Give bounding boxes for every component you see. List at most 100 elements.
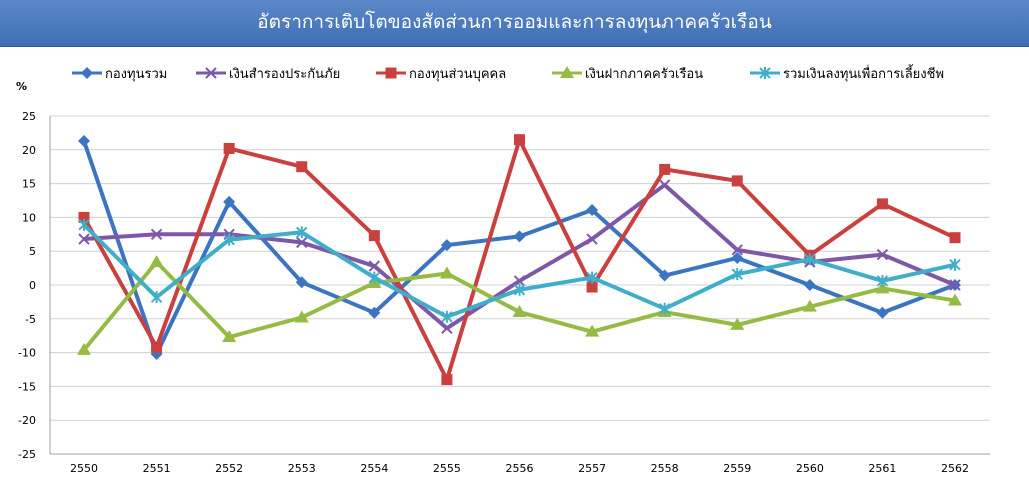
y-tick-label: -20 (18, 414, 36, 427)
legend-label: รวมเงินลงทุนเพื่อการเลี้ยงชีพ (783, 66, 945, 82)
chart-title: อัตราการเติบโตของสัดส่วนการออมและการลงทุ… (0, 0, 1029, 47)
data-point (948, 293, 962, 306)
data-point (368, 271, 381, 284)
legend-item: กองทุนส่วนบุคคล (376, 62, 506, 84)
x-tick-label: 2558 (651, 462, 679, 475)
data-point (731, 251, 744, 264)
data-point (513, 230, 526, 243)
data-point (296, 226, 308, 239)
data-point (295, 276, 308, 289)
y-tick-label: 5 (29, 245, 36, 258)
legend-swatch-marker (759, 67, 771, 79)
legend-label: เงินสำรองประกันภัย (229, 66, 341, 82)
data-point (949, 232, 961, 244)
legend-swatch (376, 67, 406, 79)
data-point (804, 253, 816, 266)
data-point (731, 268, 743, 281)
data-point (514, 134, 525, 146)
data-point (149, 255, 164, 268)
x-tick-label: 2554 (360, 462, 388, 475)
data-point (876, 198, 888, 210)
x-tick-label: 2552 (215, 462, 243, 475)
data-point (513, 283, 526, 296)
data-point (586, 271, 598, 284)
data-point (586, 281, 598, 293)
x-tick-label: 2556 (506, 462, 534, 475)
x-tick-label: 2559 (723, 462, 751, 475)
x-tick-label: 2562 (941, 462, 969, 475)
data-point (223, 233, 235, 246)
legend-swatch (196, 67, 226, 79)
x-tick-label: 2560 (796, 462, 824, 475)
data-point (512, 305, 527, 318)
x-tick-label: 2553 (288, 462, 316, 475)
data-point (439, 266, 454, 279)
legend-label: กองทุนส่วนบุคคล (409, 66, 507, 82)
data-point (296, 161, 308, 173)
y-tick-label: -25 (18, 448, 36, 461)
y-tick-label: 20 (22, 144, 36, 157)
y-tick-label: 15 (22, 178, 36, 191)
data-point (586, 233, 598, 245)
data-point (659, 163, 671, 175)
data-point (441, 310, 453, 323)
data-point (441, 322, 453, 334)
data-point (802, 299, 817, 312)
legend-swatch (72, 67, 102, 79)
x-tick-label: 2551 (143, 462, 171, 475)
data-point (150, 228, 163, 241)
data-point (876, 274, 889, 287)
legend-swatch (750, 67, 780, 79)
data-point (875, 281, 890, 294)
data-point (222, 330, 237, 343)
y-tick-label: 10 (22, 211, 36, 224)
x-tick-label: 2555 (433, 462, 461, 475)
data-point (513, 275, 526, 287)
data-point (658, 179, 671, 191)
data-point (223, 195, 236, 208)
data-point (803, 279, 816, 291)
data-point (368, 306, 381, 319)
x-tick-label: 2561 (868, 462, 896, 475)
y-tick-label: 25 (22, 110, 36, 123)
data-point (586, 203, 599, 216)
legend-swatch (552, 66, 582, 78)
y-axis-unit-label: % (16, 80, 28, 93)
legend-item: รวมเงินลงทุนเพื่อการเลี้ยงชีพ (750, 62, 944, 84)
x-tick-label: 2550 (70, 462, 98, 475)
data-point (876, 306, 889, 319)
data-point (440, 239, 453, 252)
legend-label: เงินฝากภาคครัวเรือน (585, 66, 704, 82)
legend-swatch-marker (205, 67, 217, 79)
data-point (949, 258, 961, 271)
data-point (368, 230, 380, 242)
data-point (296, 236, 308, 249)
legend-swatch-marker (560, 66, 574, 78)
data-point (151, 341, 163, 353)
data-point (223, 142, 235, 154)
data-point (949, 279, 961, 291)
legend-item: เงินสำรองประกันภัย (196, 62, 340, 84)
legend-item: กองทุนรวม (72, 62, 167, 84)
data-point (78, 233, 90, 245)
data-point (876, 248, 889, 261)
data-point (77, 342, 91, 355)
x-tick-label: 2557 (578, 462, 606, 475)
data-point (731, 244, 743, 256)
data-point (150, 291, 163, 304)
data-point (658, 269, 671, 282)
legend-swatch-marker (81, 67, 93, 79)
y-tick-label: -15 (18, 380, 36, 393)
data-point (730, 317, 745, 330)
legend-item: เงินฝากภาคครัวเรือน (552, 62, 703, 84)
legend-label: กองทุนรวม (105, 66, 168, 82)
data-point (585, 324, 600, 337)
data-point (368, 260, 381, 272)
data-point (441, 374, 453, 386)
data-point (731, 175, 743, 187)
y-tick-label: -10 (18, 347, 36, 360)
legend-swatch-marker (385, 67, 397, 79)
data-point (78, 135, 90, 148)
data-point (658, 302, 671, 315)
